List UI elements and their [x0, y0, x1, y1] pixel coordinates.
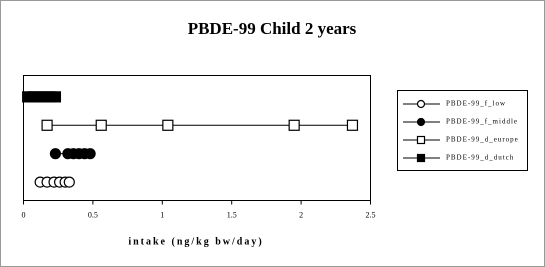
- point: [162, 119, 174, 131]
- point: [95, 119, 107, 131]
- x-tick-label: 0.5: [88, 210, 98, 219]
- legend-marker: [416, 117, 426, 127]
- point: [346, 119, 359, 131]
- legend-label: PBDE-99_d_europe: [446, 136, 519, 144]
- point: [49, 91, 62, 103]
- legend-label: PBDE-99_d_dutch: [446, 154, 514, 162]
- chart-title: PBDE-99 Child 2 years: [188, 19, 357, 38]
- point: [288, 119, 300, 131]
- point: [84, 148, 96, 160]
- plot-area: [23, 75, 371, 201]
- point: [63, 176, 75, 188]
- point: [41, 119, 53, 131]
- x-tick-label: 0: [22, 210, 26, 219]
- legend-marker: [416, 135, 426, 145]
- legend-marker: [416, 153, 426, 163]
- x-tick-label: 2.5: [366, 210, 376, 219]
- x-tick-label: 1: [160, 210, 164, 219]
- legend-label: PBDE-99_f_low: [446, 100, 506, 108]
- legend-label: PBDE-99_f_middle: [446, 118, 518, 126]
- point: [49, 148, 62, 160]
- x-tick-label: 1.5: [227, 210, 237, 219]
- x-tick-label: 2: [299, 210, 303, 219]
- legend-marker: [416, 99, 426, 109]
- x-axis-label: intake (ng/kg bw/day): [128, 236, 263, 247]
